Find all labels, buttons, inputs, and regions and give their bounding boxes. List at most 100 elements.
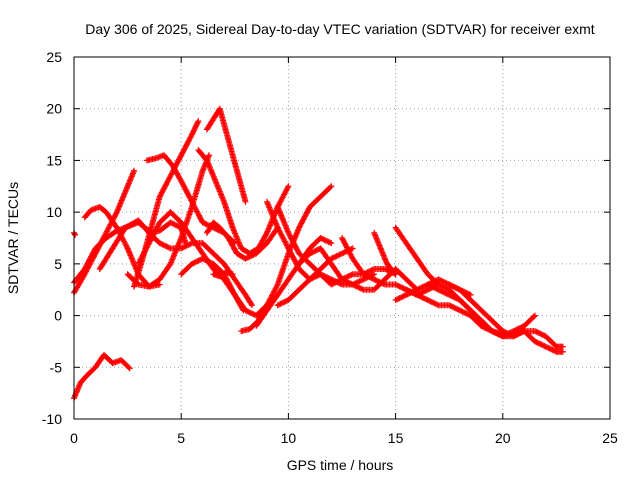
data-point (533, 339, 540, 346)
data-point (436, 282, 443, 289)
data-point (247, 253, 254, 260)
data-point (392, 271, 399, 278)
data-point (167, 219, 174, 226)
data-point (344, 273, 351, 280)
data-point (203, 257, 210, 264)
data-point (194, 258, 201, 265)
data-point (368, 267, 375, 274)
data-point (414, 286, 421, 293)
data-point (187, 240, 194, 247)
data-point (158, 240, 165, 247)
data-point (188, 132, 195, 139)
data-point (530, 313, 537, 320)
data-point (190, 127, 197, 134)
data-point (207, 259, 214, 266)
data-point (348, 280, 355, 287)
data-point (168, 220, 175, 227)
data-point (196, 256, 203, 263)
data-point (347, 272, 354, 279)
data-point (499, 328, 506, 335)
data-point (443, 285, 450, 292)
data-point (419, 289, 426, 296)
data-point (426, 297, 433, 304)
data-point (309, 275, 316, 282)
data-point (281, 298, 288, 305)
data-point (481, 324, 488, 331)
data-point (383, 266, 390, 273)
data-point (479, 323, 486, 330)
data-point (334, 278, 341, 285)
data-point (246, 309, 253, 316)
data-point (349, 245, 356, 252)
data-point (330, 280, 337, 287)
data-point (206, 258, 213, 265)
data-point (202, 256, 209, 263)
data-point (273, 282, 280, 289)
data-point (537, 341, 544, 348)
data-point (442, 279, 449, 286)
data-point (339, 250, 345, 257)
data-point (250, 251, 257, 258)
data-point (482, 324, 489, 331)
data-point (396, 283, 403, 290)
data-point (337, 251, 344, 258)
data-point (345, 273, 352, 280)
data-point (126, 365, 133, 372)
x-tick-label: 20 (495, 430, 511, 446)
data-point (454, 295, 461, 302)
data-point (310, 274, 317, 281)
data-point (324, 238, 331, 245)
data-point (363, 272, 370, 279)
data-point (200, 220, 207, 227)
data-point (460, 309, 467, 316)
data-point (205, 258, 211, 265)
data-point (321, 236, 328, 243)
data-point (454, 285, 461, 292)
data-point (391, 270, 398, 277)
y-tick-labels: -10 -5 0 5 10 15 20 25 (42, 49, 62, 427)
data-point (438, 282, 445, 289)
data-point (514, 331, 521, 338)
series-track-24 (371, 229, 399, 278)
data-point (353, 283, 360, 290)
y-tick-label: 0 (54, 308, 62, 324)
data-point (131, 167, 138, 174)
data-point (192, 258, 199, 265)
data-point (317, 235, 324, 241)
data-point (544, 344, 551, 351)
data-point (328, 240, 335, 247)
data-point (502, 329, 509, 336)
data-point (447, 282, 454, 289)
data-point (423, 296, 430, 303)
y-tick-label: -10 (42, 411, 62, 427)
data-point (518, 329, 525, 336)
data-point (423, 287, 430, 294)
data-point (448, 293, 455, 300)
data-point (377, 279, 384, 286)
data-point (458, 308, 465, 315)
data-point (432, 277, 439, 284)
data-point (455, 306, 462, 313)
data-point (245, 308, 252, 315)
data-point (424, 286, 431, 293)
data-point (306, 250, 313, 257)
data-point (365, 273, 372, 280)
data-point (356, 278, 363, 285)
data-point (538, 341, 545, 348)
data-point (357, 277, 364, 284)
data-point (327, 184, 334, 191)
data-point (444, 280, 451, 287)
data-point (357, 285, 364, 292)
y-tick-label: 10 (46, 204, 62, 220)
data-point (243, 255, 250, 262)
data-point (328, 281, 335, 288)
data-point (431, 278, 438, 285)
data-point (410, 289, 417, 296)
data-point (517, 330, 524, 337)
data-point (419, 284, 426, 291)
data-point (318, 235, 325, 242)
data-point (229, 271, 236, 278)
data-point (242, 198, 249, 205)
data-point (443, 280, 450, 287)
data-point (559, 348, 566, 355)
